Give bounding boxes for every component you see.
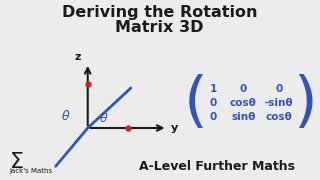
Text: z: z — [74, 52, 81, 62]
Text: -sinθ: -sinθ — [265, 98, 293, 108]
Text: ): ) — [293, 73, 317, 132]
Text: cosθ: cosθ — [266, 112, 292, 122]
Text: 0: 0 — [210, 98, 217, 108]
Text: (: ( — [183, 73, 207, 132]
Text: cosθ: cosθ — [230, 98, 257, 108]
Text: 1: 1 — [210, 84, 217, 94]
Text: A-Level Further Maths: A-Level Further Maths — [139, 160, 295, 173]
Text: sinθ: sinθ — [231, 112, 255, 122]
Text: Σ: Σ — [10, 152, 24, 172]
Text: y: y — [171, 123, 178, 133]
Text: θ: θ — [62, 109, 70, 123]
Text: Deriving the Rotation: Deriving the Rotation — [62, 5, 257, 20]
Text: 0: 0 — [276, 84, 283, 94]
Text: Matrix 3D: Matrix 3D — [115, 20, 204, 35]
Text: Jack's Maths: Jack's Maths — [9, 168, 52, 174]
Text: 0: 0 — [210, 112, 217, 122]
Text: 0: 0 — [240, 84, 247, 94]
Text: θ: θ — [100, 111, 108, 125]
